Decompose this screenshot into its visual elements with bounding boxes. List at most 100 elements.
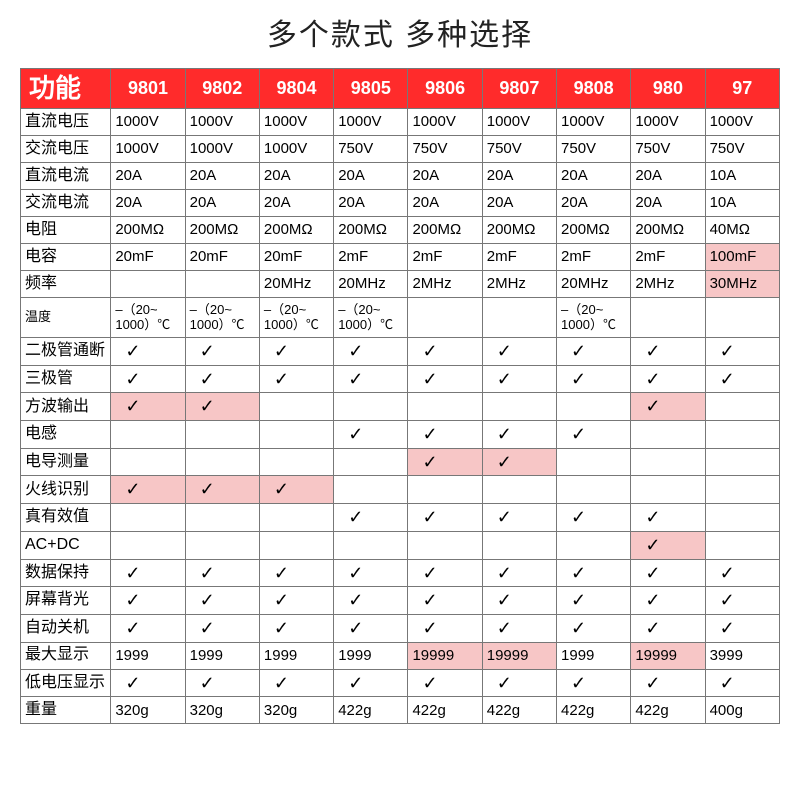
table-cell (111, 271, 185, 298)
table-row: 频率20MHz20MHz2MHz2MHz20MHz2MHz30MHz (21, 271, 780, 298)
table-cell: 100mF (705, 244, 779, 271)
table-cell: 2MHz (631, 271, 705, 298)
row-label: 电阻 (21, 217, 111, 244)
table-cell (408, 393, 482, 421)
table-cell: ✓ (557, 365, 631, 393)
table-cell: ✓ (334, 504, 408, 532)
table-cell: 1000V (259, 136, 333, 163)
table-cell (111, 421, 185, 449)
table-cell: ✓ (705, 338, 779, 366)
table-cell: 750V (705, 136, 779, 163)
table-cell: ✓ (631, 669, 705, 697)
table-cell: ✓ (482, 614, 556, 642)
table-cell: 1999 (259, 642, 333, 669)
table-cell (557, 448, 631, 476)
table-cell: ✓ (185, 614, 259, 642)
table-cell (705, 448, 779, 476)
table-cell: 20A (408, 163, 482, 190)
table-cell: ✓ (259, 614, 333, 642)
row-label: 电容 (21, 244, 111, 271)
table-cell (408, 298, 482, 338)
table-cell: ✓ (705, 365, 779, 393)
table-cell (334, 448, 408, 476)
table-cell: ✓ (334, 669, 408, 697)
table-row: 自动关机✓✓✓✓✓✓✓✓✓ (21, 614, 780, 642)
table-cell: ✓ (631, 587, 705, 615)
table-cell: 2mF (557, 244, 631, 271)
table-cell: 422g (482, 697, 556, 724)
table-cell: ✓ (185, 669, 259, 697)
table-cell: 30MHz (705, 271, 779, 298)
table-cell: 20A (408, 190, 482, 217)
table-cell (259, 531, 333, 559)
table-cell (185, 271, 259, 298)
table-cell: 1000V (705, 109, 779, 136)
table-row: 屏幕背光✓✓✓✓✓✓✓✓✓ (21, 587, 780, 615)
table-cell: 400g (705, 697, 779, 724)
table-cell: ✓ (557, 338, 631, 366)
column-header-model: 9807 (482, 69, 556, 109)
table-cell: 20A (185, 190, 259, 217)
table-cell: 200MΩ (334, 217, 408, 244)
table-cell (259, 504, 333, 532)
table-cell (111, 448, 185, 476)
table-cell: ✓ (111, 476, 185, 504)
table-cell: ✓ (482, 448, 556, 476)
table-cell (334, 393, 408, 421)
row-label: 真有效值 (21, 504, 111, 532)
row-label: 交流电压 (21, 136, 111, 163)
table-cell: 2MHz (408, 271, 482, 298)
table-cell (259, 421, 333, 449)
table-cell: ✓ (482, 504, 556, 532)
row-label: 温度 (21, 298, 111, 338)
table-cell: ✓ (482, 587, 556, 615)
table-cell: ✓ (259, 365, 333, 393)
table-cell (185, 504, 259, 532)
page-title: 多个款式 多种选择 (20, 10, 780, 54)
table-cell: ✓ (408, 448, 482, 476)
table-cell: 750V (408, 136, 482, 163)
table-row: 电导测量 ✓✓ (21, 448, 780, 476)
table-cell: 20mF (185, 244, 259, 271)
table-cell (111, 504, 185, 532)
table-cell: 1000V (111, 109, 185, 136)
table-cell: ✓ (259, 338, 333, 366)
table-cell: 2mF (408, 244, 482, 271)
table-cell: ✓ (111, 393, 185, 421)
table-cell (705, 393, 779, 421)
table-cell: 20mF (111, 244, 185, 271)
row-label: 重量 (21, 697, 111, 724)
table-cell: ✓ (408, 669, 482, 697)
table-cell: 20MHz (334, 271, 408, 298)
table-cell: 20A (482, 190, 556, 217)
table-cell: 20A (259, 163, 333, 190)
row-label: AC+DC (21, 531, 111, 559)
table-row: 直流电压1000V1000V1000V1000V1000V1000V1000V1… (21, 109, 780, 136)
table-cell (705, 421, 779, 449)
table-cell: ✓ (185, 338, 259, 366)
table-cell: ✓ (334, 614, 408, 642)
table-cell: ✓ (334, 587, 408, 615)
table-cell: 422g (408, 697, 482, 724)
table-cell: ✓ (557, 559, 631, 587)
table-cell: 1000V (185, 136, 259, 163)
table-cell: 20A (111, 163, 185, 190)
table-cell: ✓ (334, 421, 408, 449)
row-label: 电导测量 (21, 448, 111, 476)
table-row: 低电压显示✓✓✓✓✓✓✓✓✓ (21, 669, 780, 697)
table-cell: 320g (259, 697, 333, 724)
table-cell: ✓ (557, 669, 631, 697)
table-cell: 422g (631, 697, 705, 724)
row-label: 频率 (21, 271, 111, 298)
table-cell: 20A (557, 190, 631, 217)
table-cell (482, 531, 556, 559)
column-header-model: 9802 (185, 69, 259, 109)
table-cell: ✓ (631, 338, 705, 366)
table-cell: 19999 (408, 642, 482, 669)
table-cell: 20MHz (557, 271, 631, 298)
row-label: 屏幕背光 (21, 587, 111, 615)
column-header-model: 9801 (111, 69, 185, 109)
table-cell: 1999 (557, 642, 631, 669)
table-cell: 20A (631, 190, 705, 217)
table-cell: ✓ (705, 587, 779, 615)
